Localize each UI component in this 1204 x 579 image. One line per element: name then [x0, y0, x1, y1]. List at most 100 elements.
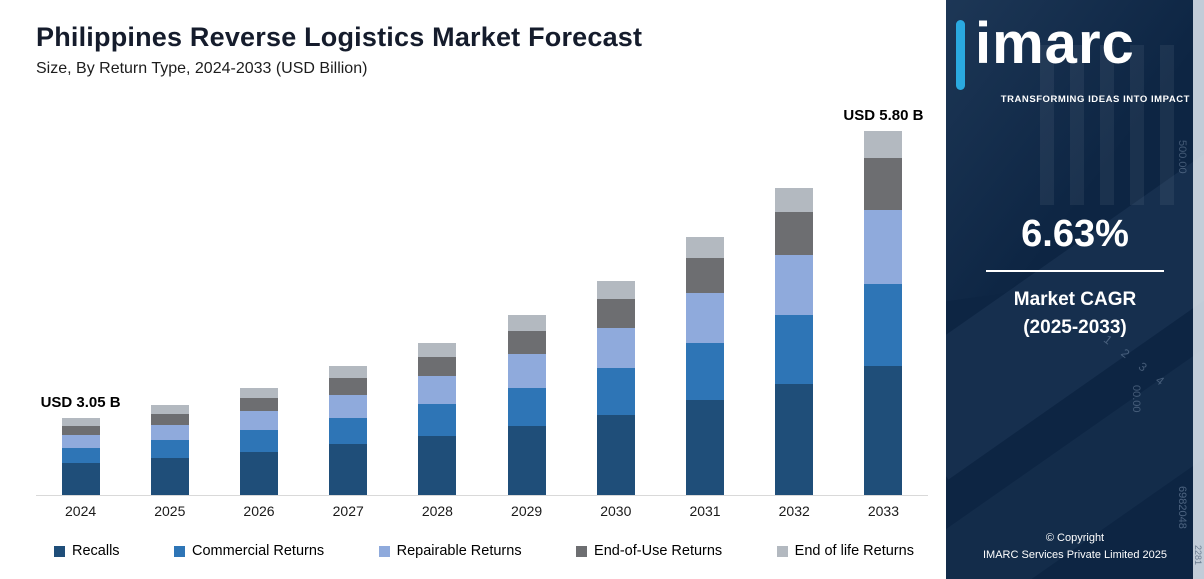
legend-item-end-of-life-returns: End of life Returns: [776, 543, 914, 559]
segment-repairable-returns-2030: [596, 327, 635, 369]
segment-recalls-2027: [329, 444, 368, 496]
segment-end-of-life-returns-2026: [240, 388, 278, 399]
segment-end-of-life-returns-2027: [329, 366, 368, 379]
segment-end-of-use-returns-2031: [686, 257, 725, 293]
segment-recalls-2024: [61, 463, 100, 496]
copyright-line2: IMARC Services Private Limited 2025: [982, 548, 1167, 561]
segment-end-of-life-returns-2031: [686, 237, 725, 258]
x-axis-label-2033: 2033: [867, 503, 899, 520]
segment-end-of-life-returns-2029: [507, 314, 546, 331]
segment-repairable-returns-2029: [507, 354, 546, 388]
bar-column-2030: [571, 103, 660, 496]
decorative-edge-strip: [1193, 0, 1204, 579]
segment-repairable-returns-2028: [418, 376, 457, 405]
segment-commercial-returns-2025: [150, 440, 189, 459]
page-title: Philippines Reverse Logistics Market For…: [36, 22, 643, 52]
legend-label: Recalls: [72, 543, 120, 560]
bar-column-2032: [750, 103, 839, 496]
segment-commercial-returns-2028: [418, 404, 457, 436]
legend-item-end-of-use-returns: End-of-Use Returns: [576, 543, 722, 559]
segment-end-of-use-returns-2029: [507, 330, 546, 355]
segment-end-of-life-returns-2024: [61, 417, 100, 427]
segment-commercial-returns-2033: [864, 283, 903, 367]
segment-repairable-returns-2027: [329, 394, 368, 418]
segment-commercial-returns-2026: [240, 430, 278, 452]
x-axis-label-2027: 2027: [332, 503, 364, 520]
bar-stack-2030: [596, 281, 635, 496]
segment-recalls-2031: [686, 400, 725, 496]
logo-tagline: TRANSFORMING IDEAS INTO IMPACT: [1000, 94, 1190, 105]
bar-column-2028: [393, 103, 482, 496]
x-axis-label-2026: 2026: [243, 503, 275, 520]
divider: [986, 270, 1164, 272]
segment-end-of-use-returns-2030: [596, 298, 635, 328]
segment-repairable-returns-2033: [864, 210, 903, 284]
legend-item-recalls: Recalls: [54, 543, 120, 559]
legend-swatch-icon: [576, 545, 588, 557]
legend-swatch-icon: [378, 545, 390, 557]
segment-repairable-returns-2025: [150, 424, 189, 441]
segment-end-of-use-returns-2025: [150, 414, 189, 425]
watermark-text: 6982048: [1176, 486, 1188, 529]
x-axis-label-2032: 2032: [778, 503, 810, 520]
segment-end-of-life-returns-2025: [150, 405, 189, 415]
segment-end-of-use-returns-2024: [61, 426, 100, 436]
bar-stack-2025: [150, 405, 189, 496]
bars-area: USD 3.05 B USD 5.80 B: [36, 103, 928, 497]
brand-sidebar: 500.00 1 2 3 4 00.00 6982048 2281 imarc …: [946, 0, 1204, 579]
segment-commercial-returns-2031: [686, 343, 725, 401]
cagr-value: 6.63%: [1021, 213, 1129, 255]
cagr-block: 6.63% Market CAGR (2025-2033): [946, 213, 1204, 341]
segment-end-of-use-returns-2027: [329, 378, 368, 395]
bar-stack-2033: [864, 131, 903, 496]
bar-column-2026: [214, 103, 303, 496]
copyright-line1: © Copyright: [1045, 532, 1105, 544]
segment-recalls-2033: [864, 366, 903, 496]
x-axis: 2024 2025 2026 2027 2028 2029 2030 2031 2032 2033: [36, 496, 928, 519]
segment-end-of-life-returns-2030: [596, 281, 635, 299]
watermark-text: 00.00: [1130, 385, 1142, 413]
segment-end-of-life-returns-2028: [418, 342, 457, 357]
segment-commercial-returns-2024: [61, 448, 100, 464]
legend-label: Commercial Returns: [192, 543, 325, 560]
legend-item-repairable-returns: Repairable Returns: [378, 543, 522, 560]
bar-column-2033: USD 5.80 B: [839, 103, 928, 496]
legend-item-commercial-returns: Commercial Returns: [174, 543, 324, 559]
value-annotation-2024: USD 3.05 B: [40, 393, 121, 411]
segment-recalls-2029: [507, 426, 546, 496]
x-axis-label-2024: 2024: [65, 503, 97, 520]
legend-label: Repairable Returns: [396, 543, 522, 560]
segment-recalls-2032: [775, 384, 814, 496]
legend-label: End-of-Use Returns: [594, 543, 723, 560]
segment-repairable-returns-2024: [61, 435, 100, 449]
bar-column-2029: [482, 103, 571, 496]
bar-column-2031: [660, 103, 749, 496]
bar-stack-2027: [329, 366, 368, 496]
segment-recalls-2030: [596, 414, 635, 496]
segment-recalls-2025: [150, 458, 189, 496]
chart-subtitle: Size, By Return Type, 2024-2033 (USD Bil…: [36, 60, 368, 78]
copyright: © Copyright IMARC Services Private Limit…: [946, 530, 1204, 563]
segment-end-of-use-returns-2032: [775, 211, 814, 256]
x-axis-label-2029: 2029: [511, 503, 543, 520]
logo-wordmark: imarc: [975, 11, 1135, 76]
segment-commercial-returns-2030: [596, 368, 635, 415]
segment-commercial-returns-2032: [775, 315, 814, 385]
bar-column-2027: [304, 103, 393, 496]
segment-end-of-use-returns-2026: [240, 398, 278, 412]
segment-end-of-use-returns-2028: [418, 356, 457, 377]
cagr-label: Market CAGR (2025-2033): [946, 286, 1204, 341]
segment-repairable-returns-2032: [775, 255, 814, 316]
segment-end-of-life-returns-2032: [775, 187, 814, 212]
legend-swatch-icon: [776, 545, 788, 557]
watermark-text: 500.00: [1176, 140, 1188, 174]
bar-column-2025: [125, 103, 214, 496]
segment-recalls-2028: [418, 435, 457, 496]
bar-stack-2031: [686, 237, 725, 496]
watermark-text: 1 2 3 4: [1101, 332, 1172, 392]
x-axis-label-2030: 2030: [600, 503, 632, 520]
value-annotation-2033: USD 5.80 B: [843, 107, 924, 125]
bar-stack-2032: [775, 187, 814, 496]
segment-commercial-returns-2027: [329, 417, 368, 445]
bar-stack-2024: [61, 417, 100, 496]
